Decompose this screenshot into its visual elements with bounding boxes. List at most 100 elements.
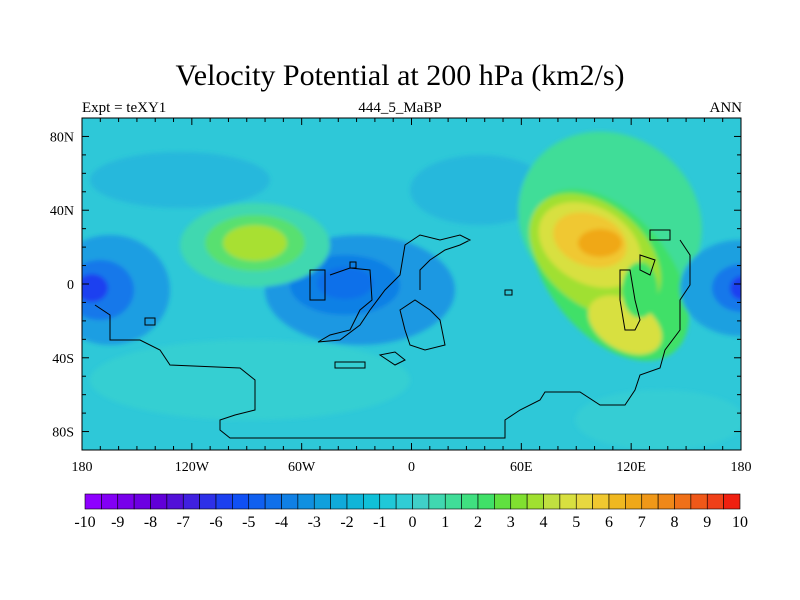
coastline bbox=[349, 261, 357, 269]
x-tick-label: 60E bbox=[510, 460, 533, 475]
x-tick-label: 180 bbox=[731, 460, 752, 475]
field-layer bbox=[82, 118, 741, 450]
colorbar-box bbox=[166, 493, 184, 510]
coastline bbox=[399, 299, 446, 351]
y-tick-label: 80S bbox=[52, 426, 74, 441]
colorbar-label: -7 bbox=[177, 514, 190, 531]
colorbar-box bbox=[477, 493, 495, 510]
colorbar-box bbox=[723, 493, 741, 510]
colorbar-label: 8 bbox=[671, 514, 679, 531]
colorbar-box bbox=[346, 493, 364, 510]
colorbar-box bbox=[510, 493, 528, 510]
coastline bbox=[309, 269, 326, 301]
experiment-label: Expt = teXY1 bbox=[82, 100, 167, 116]
colorbar-box bbox=[297, 493, 315, 510]
field-low bbox=[712, 264, 741, 312]
colorbar-box bbox=[101, 493, 119, 510]
colorbar-box bbox=[494, 493, 512, 510]
colorbar-label: -4 bbox=[275, 514, 288, 531]
axis-ticks: 180 120W 60W 0 60E 120E 180 80N 40N 0 40S 80S bbox=[50, 117, 752, 475]
colorbar-box bbox=[232, 493, 250, 510]
colorbar-label: 5 bbox=[572, 514, 580, 531]
coastline bbox=[649, 229, 671, 241]
colorbar-box bbox=[444, 493, 462, 510]
colorbar-boxes bbox=[84, 493, 741, 510]
colorbar-label: 0 bbox=[409, 514, 417, 531]
colorbar-box bbox=[559, 493, 577, 510]
colorbar-box bbox=[706, 493, 724, 510]
colorbar-box bbox=[526, 493, 544, 510]
coastline bbox=[94, 239, 691, 439]
colorbar-label: 2 bbox=[474, 514, 482, 531]
colorbar-box bbox=[313, 493, 331, 510]
colorbar-box bbox=[133, 493, 151, 510]
colorbar-label: -5 bbox=[242, 514, 255, 531]
field-low bbox=[82, 274, 108, 302]
colorbar-box bbox=[363, 493, 381, 510]
colorbar-label: -8 bbox=[144, 514, 157, 531]
field-low bbox=[680, 240, 741, 336]
colorbar-box bbox=[330, 493, 348, 510]
x-tick-label: 120W bbox=[175, 460, 210, 475]
colorbar-box bbox=[182, 493, 200, 510]
x-tick-label: 0 bbox=[408, 460, 415, 475]
colorbar-label: -1 bbox=[373, 514, 386, 531]
coastline bbox=[619, 269, 641, 331]
colorbar-box bbox=[543, 493, 561, 510]
y-tick-label: 40N bbox=[50, 204, 74, 219]
colorbar-box bbox=[379, 493, 397, 510]
colorbar-label: 1 bbox=[441, 514, 449, 531]
colorbar-box bbox=[84, 493, 102, 510]
colorbar-labels: -10 -9 -8 -7 -6 -5 -4 -3 -2 -1 0 1 2 3 4 5 6 7 8 9 10 bbox=[74, 514, 748, 531]
colorbar-box bbox=[281, 493, 299, 510]
colorbar-label: -10 bbox=[74, 514, 95, 531]
coastline bbox=[317, 234, 472, 343]
y-tick-label: 80N bbox=[50, 130, 74, 145]
field-high bbox=[578, 229, 622, 257]
field-band bbox=[410, 155, 550, 225]
x-tick-label: 120E bbox=[616, 460, 646, 475]
colorbar-box bbox=[575, 493, 593, 510]
colorbar-box bbox=[117, 493, 135, 510]
x-tick-label: 60W bbox=[288, 460, 316, 475]
case-label: 444_5_MaBP bbox=[358, 100, 442, 116]
y-tick-label: 40S bbox=[52, 352, 74, 367]
field-high bbox=[223, 225, 287, 261]
coastline bbox=[378, 351, 406, 366]
colorbar-label: -3 bbox=[308, 514, 321, 531]
season-label: ANN bbox=[709, 100, 743, 116]
colorbar-box bbox=[215, 493, 233, 510]
colorbar-box bbox=[674, 493, 692, 510]
colorbar-label: -9 bbox=[111, 514, 124, 531]
colorbar-box bbox=[428, 493, 446, 510]
colorbar-box bbox=[264, 493, 282, 510]
field-band bbox=[90, 152, 270, 208]
coastline bbox=[334, 361, 366, 369]
colorbar-label: 3 bbox=[507, 514, 515, 531]
y-tick-label: 0 bbox=[67, 278, 74, 293]
x-tick-label: 180 bbox=[72, 460, 93, 475]
colorbar-box bbox=[412, 493, 430, 510]
colorbar-label: 4 bbox=[540, 514, 548, 531]
colorbar-box bbox=[690, 493, 708, 510]
coastline bbox=[504, 289, 513, 296]
colorbar-box bbox=[199, 493, 217, 510]
map-title: Velocity Potential at 200 hPa (km2/s) bbox=[175, 59, 625, 92]
colorbar-box bbox=[641, 493, 659, 510]
field-band bbox=[90, 340, 410, 420]
colorbar-box bbox=[657, 493, 675, 510]
colorbar-label: 9 bbox=[703, 514, 711, 531]
colorbar-box bbox=[625, 493, 643, 510]
colorbar-label: 7 bbox=[638, 514, 646, 531]
coastlines bbox=[94, 229, 691, 439]
colorbar-box bbox=[461, 493, 479, 510]
colorbar-label: 10 bbox=[732, 514, 748, 531]
field-low bbox=[730, 276, 741, 300]
colorbar-box bbox=[248, 493, 266, 510]
coastline bbox=[639, 254, 656, 276]
colorbar-box bbox=[608, 493, 626, 510]
colorbar-box bbox=[592, 493, 610, 510]
colorbar-box bbox=[395, 493, 413, 510]
